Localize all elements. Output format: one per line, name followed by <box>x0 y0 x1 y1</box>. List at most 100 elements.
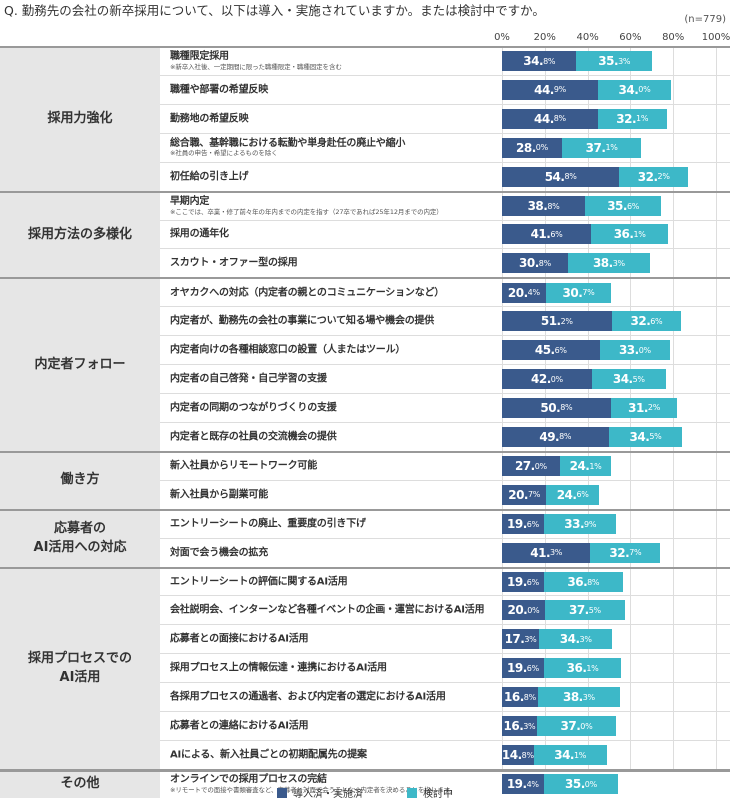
bar-considering: 33. 0% <box>599 340 671 361</box>
x-tick-label: 60% <box>619 32 642 43</box>
item-label-text: AIによる、新入社員ごとの初期配属先の提案 <box>170 749 367 761</box>
group-label: 採用プロセスでの AI活用 <box>0 566 160 769</box>
x-tick-label: 80% <box>662 32 685 43</box>
item-label: エントリーシートの廃止、重要度の引き下げ <box>170 518 496 530</box>
item-label-text: 対面で会う機会の拡充 <box>170 546 268 558</box>
group-label: 内定者フォロー <box>0 277 160 451</box>
item-label-text: 総合職、基幹職における転勤や単身赴任の廃止や縮小 <box>170 137 406 149</box>
legend-item-considering: 検討中 <box>407 785 453 800</box>
item-label: 総合職、基幹職における転勤や単身赴任の廃止や縮小 ※社員の申告・希望によるものを除… <box>170 138 496 158</box>
item-label-text: 採用の通年化 <box>170 228 229 240</box>
bar-row: オヤカクへの対応（内定者の親とのコミュニケーションなど） 20. 4% 30. 7% <box>160 277 730 306</box>
bar-considering: 33. 9% <box>543 514 617 535</box>
bar-considering: 32. 7% <box>590 542 661 563</box>
item-label: 採用の通年化 <box>170 229 496 241</box>
item-label-text: 勤務地の希望反映 <box>170 113 249 125</box>
bar-implemented: 20. 7% <box>502 484 547 505</box>
item-label-text: 応募者との面接におけるAI活用 <box>170 633 309 645</box>
item-label: 内定者の同期のつながりづくりの支援 <box>170 402 496 414</box>
item-label: 早期内定 ※ここでは、卒業・修了前々年の年内までの内定を指す（27卒であれば25年… <box>170 196 496 216</box>
bar-implemented: 19. 6% <box>502 572 544 592</box>
bar-implemented: 17. 3% <box>502 629 540 650</box>
group-label: その他 <box>0 769 160 798</box>
bar-considering: 36. 1% <box>543 658 622 679</box>
bar-considering: 32. 1% <box>597 108 667 129</box>
bar-row: 採用プロセス上の情報伝達・連携におけるAI活用 19. 6% 36. 1% <box>160 653 730 682</box>
bar-implemented: 20. 0% <box>502 600 545 621</box>
bar-row: 総合職、基幹職における転勤や単身赴任の廃止や縮小 ※社員の申告・希望によるものを除… <box>160 132 730 162</box>
item-label: 職種や部署の希望反映 <box>170 84 496 96</box>
bar-row: 採用の通年化 41. 6% 36. 1% <box>160 219 730 249</box>
bar-row: 応募者との面接におけるAI活用 17. 3% 34. 3% <box>160 624 730 653</box>
bar-implemented: 45. 6% <box>502 340 600 361</box>
item-label-text: 内定者と既存の社員の交流機会の提供 <box>170 431 337 443</box>
bar-considering: 37. 5% <box>544 600 626 621</box>
item-label: 採用プロセス上の情報伝達・連携におけるAI活用 <box>170 663 496 675</box>
item-label: オンラインでの採用プロセスの完結 ※リモートでの面接や書類審査など、応募者と対面で… <box>170 775 496 795</box>
legend-swatch <box>407 787 417 798</box>
bar-considering: 32. 2% <box>619 166 689 187</box>
bar-implemented: 27. 0% <box>502 456 560 477</box>
bar-row: スカウト・オファー型の採用 30. 8% 38. 3% <box>160 248 730 277</box>
item-label: 会社説明会、インターンなど各種イベントの企画・運営におけるAI活用 <box>170 605 496 617</box>
bar-considering: 32. 6% <box>611 311 682 332</box>
item-label: 新入社員から副業可能 <box>170 489 496 501</box>
legend-swatch <box>277 787 287 798</box>
bar-row: 内定者が、勤務先の会社の事業について知る場や機会の提供 51. 2% 32. 6% <box>160 306 730 335</box>
bar-implemented: 41. 3% <box>502 542 591 563</box>
item-label-text: 応募者との連絡におけるAI活用 <box>170 720 309 732</box>
item-label-text: 内定者の同期のつながりづくりの支援 <box>170 402 337 414</box>
bar-considering: 38. 3% <box>537 687 620 708</box>
bar-row: 対面で会う機会の拡充 41. 3% 32. 7% <box>160 537 730 567</box>
x-tick-label: 40% <box>576 32 599 43</box>
bar-considering: 35. 3% <box>576 51 652 72</box>
bar-considering: 31. 2% <box>610 397 678 418</box>
bar-considering: 34. 0% <box>598 79 671 100</box>
item-label: 内定者の自己啓発・自己学習の支援 <box>170 373 496 385</box>
item-label-text: 早期内定 <box>170 196 210 208</box>
item-note: ※ここでは、卒業・修了前々年の年内までの内定を指す（27卒であれば25年12月ま… <box>170 207 443 216</box>
bar-row: 内定者と既存の社員の交流機会の提供 49. 8% 34. 5% <box>160 421 730 451</box>
bar-implemented: 38. 8% <box>502 196 586 217</box>
item-label-text: 新入社員からリモートワーク可能 <box>170 460 317 472</box>
bar-row: 内定者向けの各種相談窓口の設置（人またはツール） 45. 6% 33. 0% <box>160 335 730 364</box>
bar-row: エントリーシートの評価に関するAI活用 19. 6% 36. 8% <box>160 566 730 596</box>
bar-implemented: 20. 4% <box>502 282 546 303</box>
bar-row: 会社説明会、インターンなど各種イベントの企画・運営におけるAI活用 20. 0% 37… <box>160 595 730 624</box>
item-label: エントリーシートの評価に関するAI活用 <box>170 576 496 588</box>
legend-label: 導入済・実施済 <box>293 789 363 800</box>
item-label-text: オンラインでの採用プロセスの完結 <box>170 774 327 786</box>
bar-considering: 24. 1% <box>559 456 612 477</box>
x-tick-label: 0% <box>494 32 510 43</box>
bar-considering: 36. 8% <box>543 572 623 592</box>
bar-considering: 35. 0% <box>543 774 619 795</box>
item-label-text: 内定者向けの各種相談窓口の設置（人またはツール） <box>170 344 406 356</box>
question-title: Q. 勤務先の会社の新卒採用について、以下は導入・実施されていますか。または検討… <box>4 3 545 18</box>
bar-considering: 36. 1% <box>591 224 669 245</box>
item-label-text: 初任給の引き上げ <box>170 170 249 182</box>
bar-row: 新入社員から副業可能 20. 7% 24. 6% <box>160 479 730 509</box>
legend-item-implemented: 導入済・実施済 <box>277 785 363 800</box>
bar-implemented: 14. 8% <box>502 745 534 766</box>
bar-considering: 34. 3% <box>539 629 613 650</box>
bar-row: 早期内定 ※ここでは、卒業・修了前々年の年内までの内定を指す（27卒であれば25年… <box>160 190 730 220</box>
bar-row: 内定者の自己啓発・自己学習の支援 42. 0% 34. 5% <box>160 364 730 393</box>
bar-row: 新入社員からリモートワーク可能 27. 0% 24. 1% <box>160 450 730 480</box>
x-tick-label: 20% <box>533 32 556 43</box>
item-label-text: エントリーシートの廃止、重要度の引き下げ <box>170 518 366 530</box>
gridline <box>716 46 717 770</box>
x-tick-label: 100% <box>701 32 730 43</box>
bar-implemented: 49. 8% <box>502 426 609 447</box>
item-label: オヤカクへの対応（内定者の親とのコミュニケーションなど） <box>170 287 496 299</box>
item-label-text: 会社説明会、インターンなど各種イベントの企画・運営におけるAI活用 <box>170 604 485 616</box>
item-label-text: オヤカクへの対応（内定者の親とのコミュニケーションなど） <box>170 287 445 299</box>
bar-considering: 34. 5% <box>591 369 666 390</box>
bar-considering: 35. 6% <box>585 196 662 217</box>
bar-considering: 37. 0% <box>536 716 617 737</box>
group-label: 働き方 <box>0 450 160 509</box>
item-label: 内定者向けの各種相談窓口の設置（人またはツール） <box>170 344 496 356</box>
bar-row: 各採用プロセスの通過者、および内定者の選定におけるAI活用 16. 8% 38. 3% <box>160 682 730 711</box>
item-label: 各採用プロセスの通過者、および内定者の選定におけるAI活用 <box>170 691 496 703</box>
item-label-text: 各採用プロセスの通過者、および内定者の選定におけるAI活用 <box>170 691 446 703</box>
bar-implemented: 51. 2% <box>502 311 612 332</box>
